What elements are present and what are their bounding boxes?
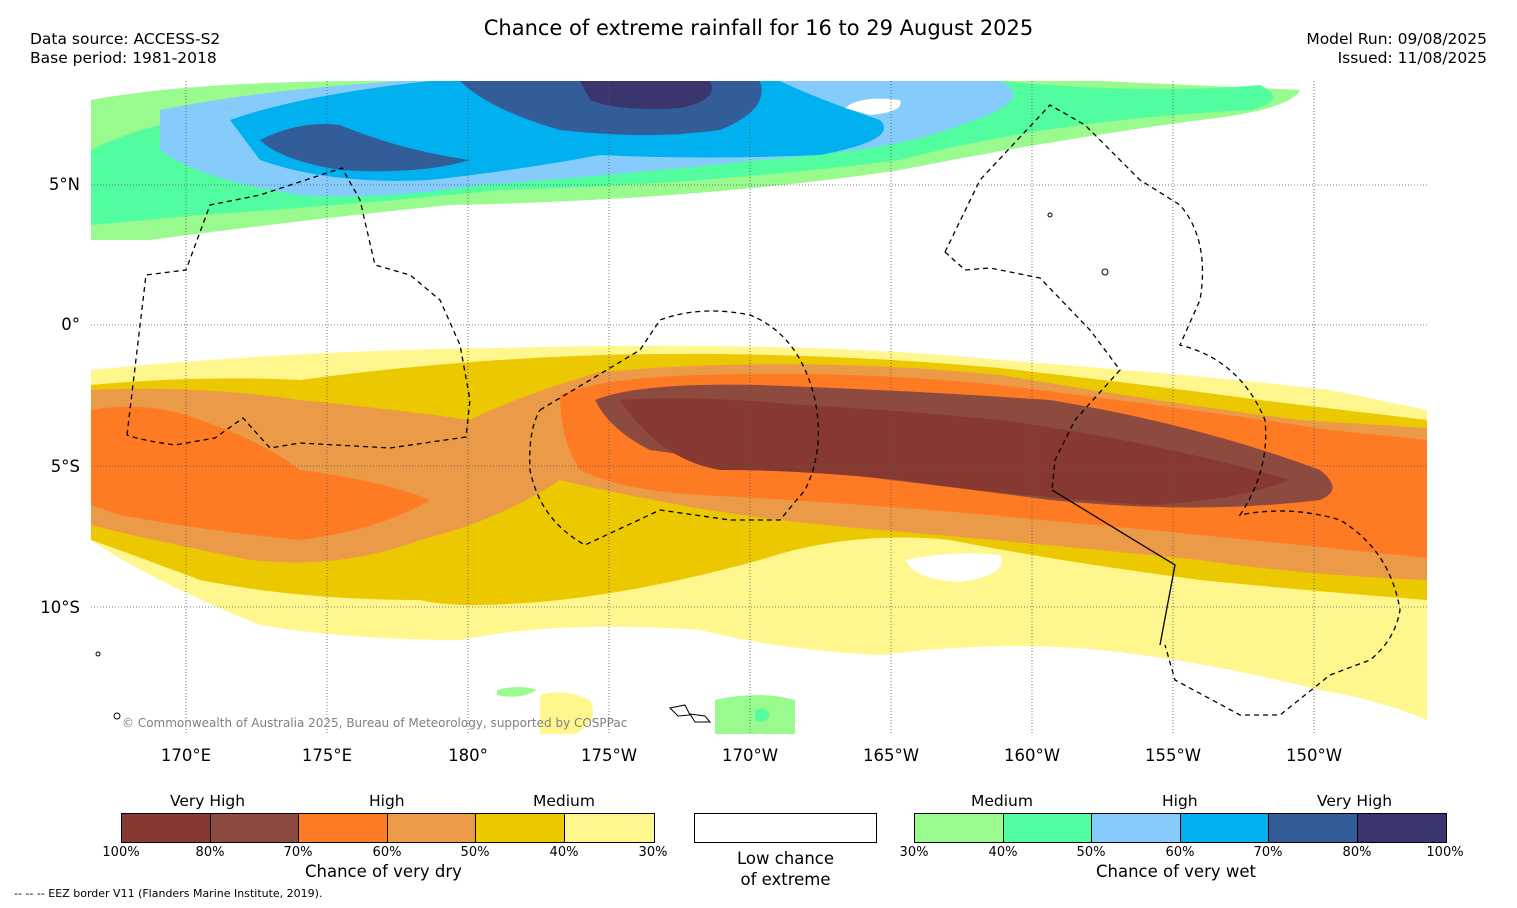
model-run: Model Run: 09/08/2025 (1306, 30, 1487, 48)
eez-solid-border (1051, 489, 1176, 646)
islands (95, 212, 1109, 723)
dry-swatch-40-30 (565, 814, 654, 842)
graticule (91, 81, 1427, 734)
wet-gap (845, 98, 901, 115)
dry-tick: 50% (460, 845, 490, 860)
dry-tick: 70% (283, 845, 313, 860)
dry-category-high: High (369, 792, 405, 810)
wet-colorbar (914, 813, 1447, 843)
wet-tick: 40% (988, 845, 1018, 860)
dry-80-region (620, 398, 1290, 505)
low-chance-line2: of extreme (740, 870, 831, 889)
low-chance-swatch (694, 813, 877, 843)
dry-colorbar (121, 813, 655, 843)
map-title: Chance of extreme rainfall for 16 to 29 … (483, 16, 1034, 40)
wet-tick: 60% (1165, 845, 1195, 860)
dry-swatch-60-50 (388, 814, 476, 842)
wet-legend-label: Chance of very wet (1096, 862, 1256, 881)
dry-legend-label: Chance of very dry (305, 862, 462, 881)
copyright-notice: © Commonwealth of Australia 2025, Bureau… (122, 716, 628, 730)
wet-tick: 80% (1342, 845, 1372, 860)
low-chance-label: Low chance of extreme (694, 848, 877, 890)
low-chance-swatch-fill (695, 814, 876, 842)
wet-tick: 70% (1253, 845, 1283, 860)
wet-tick: 50% (1076, 845, 1106, 860)
wet-tick: 30% (899, 845, 929, 860)
lon-label: 180° (448, 746, 488, 765)
wet-swatch-60-70 (1181, 814, 1269, 842)
wet-swatch-50-60 (1092, 814, 1181, 842)
dry-tick: 100% (102, 845, 140, 860)
map-fill (91, 81, 1427, 734)
dry-tick: 60% (372, 845, 402, 860)
lon-label: 155°W (1144, 746, 1202, 765)
eez-borders (126, 104, 1401, 716)
dry-swatch-70-60 (299, 814, 388, 842)
wet-south (497, 687, 795, 734)
wet-swatch-70-80 (1269, 814, 1358, 842)
lon-label: 170°W (721, 746, 779, 765)
lon-label: 170°E (160, 746, 212, 765)
issued-date: Issued: 11/08/2025 (1337, 49, 1487, 67)
dry-category-medium: Medium (533, 792, 595, 810)
lat-label-10s: 10°S (40, 598, 80, 617)
wet-80-region (580, 81, 712, 109)
dry-swatch-50-40 (476, 814, 565, 842)
low-chance-line1: Low chance (736, 849, 835, 868)
dry-tick: 40% (549, 845, 579, 860)
lon-label: 150°W (1285, 746, 1343, 765)
dry-tick: 80% (195, 845, 225, 860)
lat-label-5s: 5°S (50, 457, 80, 476)
lat-label-0: 0° (61, 315, 80, 334)
data-source: Data source: ACCESS-S2 (30, 30, 221, 48)
lon-label: 175°W (580, 746, 638, 765)
wet-tick: 100% (1426, 845, 1464, 860)
dry-category-very-high: Very High (170, 792, 246, 810)
wet-category-high: High (1162, 792, 1198, 810)
dry-swatch-100-80 (122, 814, 211, 842)
wet-category-medium: Medium (971, 792, 1033, 810)
wet-swatch-80-100 (1358, 814, 1446, 842)
lon-label: 160°W (1003, 746, 1061, 765)
wet-swatch-40-50 (1004, 814, 1092, 842)
wet-swatch-30-40 (915, 814, 1004, 842)
base-period: Base period: 1981-2018 (30, 49, 217, 67)
lon-label: 175°E (301, 746, 353, 765)
dry-tick: 30% (638, 845, 668, 860)
eez-footnote: -- -- -- EEZ border V11 (Flanders Marine… (14, 887, 323, 900)
lat-label-5n: 5°N (48, 175, 80, 194)
wet-category-very-high: Very High (1317, 792, 1393, 810)
dry-swatch-80-70 (211, 814, 299, 842)
lon-label: 165°W (862, 746, 920, 765)
